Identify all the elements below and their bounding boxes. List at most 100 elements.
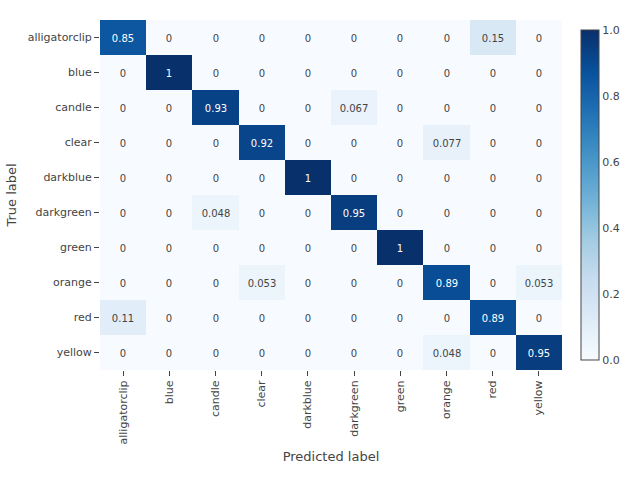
svg-text:clear: clear xyxy=(65,136,93,149)
svg-text:green: green xyxy=(394,380,407,412)
svg-text:0: 0 xyxy=(166,278,172,289)
svg-text:0: 0 xyxy=(259,173,265,184)
svg-text:0: 0 xyxy=(213,138,219,149)
svg-text:0: 0 xyxy=(397,313,403,324)
svg-text:0: 0 xyxy=(536,33,542,44)
svg-text:0: 0 xyxy=(351,33,357,44)
svg-text:0: 0 xyxy=(351,173,357,184)
svg-text:0: 0 xyxy=(536,68,542,79)
svg-text:0: 0 xyxy=(397,138,403,149)
svg-text:0: 0 xyxy=(490,103,496,114)
svg-text:0: 0 xyxy=(305,243,311,254)
svg-text:0: 0 xyxy=(213,68,219,79)
svg-text:Predicted label: Predicted label xyxy=(283,449,380,464)
svg-text:0: 0 xyxy=(351,278,357,289)
svg-text:green: green xyxy=(60,241,92,254)
svg-text:0: 0 xyxy=(490,138,496,149)
svg-text:0: 0 xyxy=(259,348,265,359)
svg-text:0: 0 xyxy=(444,103,450,114)
svg-text:0: 0 xyxy=(490,173,496,184)
svg-text:0.89: 0.89 xyxy=(436,278,458,289)
svg-text:0: 0 xyxy=(351,243,357,254)
svg-text:1.0: 1.0 xyxy=(602,24,620,37)
svg-text:0: 0 xyxy=(444,243,450,254)
svg-text:0: 0 xyxy=(305,208,311,219)
svg-text:darkgreen: darkgreen xyxy=(348,380,361,436)
svg-text:0.95: 0.95 xyxy=(343,208,365,219)
svg-text:0: 0 xyxy=(259,243,265,254)
svg-text:0: 0 xyxy=(536,173,542,184)
svg-text:0: 0 xyxy=(536,103,542,114)
svg-text:0: 0 xyxy=(444,313,450,324)
svg-text:0: 0 xyxy=(120,173,126,184)
svg-text:darkblue: darkblue xyxy=(43,171,92,184)
svg-text:0.89: 0.89 xyxy=(482,313,504,324)
svg-text:0: 0 xyxy=(305,138,311,149)
svg-text:clear: clear xyxy=(255,380,268,408)
svg-text:0: 0 xyxy=(305,68,311,79)
svg-text:yellow: yellow xyxy=(57,346,92,359)
svg-text:0.15: 0.15 xyxy=(482,33,504,44)
svg-text:0: 0 xyxy=(351,68,357,79)
svg-text:0: 0 xyxy=(444,68,450,79)
svg-text:0: 0 xyxy=(120,68,126,79)
svg-text:0.95: 0.95 xyxy=(528,348,550,359)
svg-text:blue: blue xyxy=(163,380,176,404)
svg-text:alligatorclip: alligatorclip xyxy=(117,380,130,444)
svg-text:0: 0 xyxy=(490,278,496,289)
svg-text:blue: blue xyxy=(68,66,92,79)
svg-text:0: 0 xyxy=(166,243,172,254)
svg-text:candle: candle xyxy=(55,101,92,114)
svg-text:True label: True label xyxy=(4,163,19,227)
svg-text:0: 0 xyxy=(259,208,265,219)
svg-text:0: 0 xyxy=(536,313,542,324)
svg-text:0: 0 xyxy=(397,348,403,359)
svg-text:0: 0 xyxy=(305,103,311,114)
svg-text:0: 0 xyxy=(397,173,403,184)
svg-text:0.048: 0.048 xyxy=(433,348,462,359)
svg-text:0: 0 xyxy=(120,243,126,254)
svg-text:0: 0 xyxy=(397,103,403,114)
svg-text:0: 0 xyxy=(536,138,542,149)
svg-text:1: 1 xyxy=(397,243,403,254)
svg-text:0.11: 0.11 xyxy=(112,313,134,324)
svg-text:0: 0 xyxy=(166,103,172,114)
svg-text:0: 0 xyxy=(536,243,542,254)
svg-text:0: 0 xyxy=(213,348,219,359)
svg-text:candle: candle xyxy=(209,380,222,417)
svg-text:0.8: 0.8 xyxy=(602,90,620,103)
svg-text:darkblue: darkblue xyxy=(301,380,314,429)
svg-text:yellow: yellow xyxy=(532,380,545,415)
svg-text:0: 0 xyxy=(120,208,126,219)
svg-text:0: 0 xyxy=(166,173,172,184)
svg-text:0: 0 xyxy=(166,208,172,219)
svg-text:1: 1 xyxy=(166,68,172,79)
svg-text:0: 0 xyxy=(397,68,403,79)
svg-text:0: 0 xyxy=(120,348,126,359)
svg-text:0: 0 xyxy=(120,278,126,289)
svg-text:0: 0 xyxy=(213,173,219,184)
svg-text:orange: orange xyxy=(440,380,453,419)
svg-text:0: 0 xyxy=(490,68,496,79)
svg-text:0: 0 xyxy=(397,278,403,289)
svg-text:0: 0 xyxy=(444,208,450,219)
svg-text:0: 0 xyxy=(351,138,357,149)
svg-text:0: 0 xyxy=(213,243,219,254)
svg-text:0: 0 xyxy=(166,138,172,149)
svg-text:0: 0 xyxy=(444,173,450,184)
svg-text:0: 0 xyxy=(397,33,403,44)
svg-text:orange: orange xyxy=(53,276,92,289)
svg-text:red: red xyxy=(74,311,92,324)
svg-text:0: 0 xyxy=(166,33,172,44)
svg-text:0: 0 xyxy=(166,348,172,359)
svg-text:0: 0 xyxy=(120,138,126,149)
svg-text:0.6: 0.6 xyxy=(602,156,620,169)
svg-text:0.048: 0.048 xyxy=(202,208,231,219)
svg-text:0: 0 xyxy=(351,348,357,359)
svg-text:0: 0 xyxy=(259,68,265,79)
svg-text:0.92: 0.92 xyxy=(251,138,273,149)
svg-text:0: 0 xyxy=(213,313,219,324)
svg-text:0: 0 xyxy=(490,243,496,254)
svg-text:0: 0 xyxy=(213,278,219,289)
svg-text:0: 0 xyxy=(490,348,496,359)
